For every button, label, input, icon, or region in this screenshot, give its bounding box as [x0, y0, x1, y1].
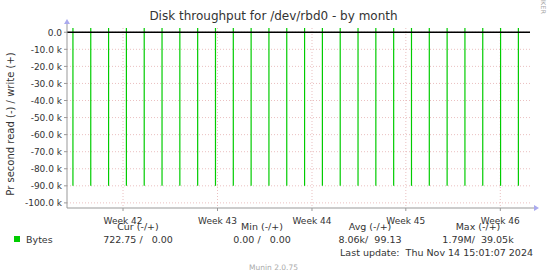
- grid-line: [67, 185, 530, 186]
- legend-label: Bytes: [26, 234, 53, 245]
- y-tick-label: -70.0 k: [31, 147, 63, 157]
- bar: [215, 32, 216, 186]
- grid-line: [67, 83, 530, 84]
- x-axis: [67, 208, 534, 209]
- y-tick-label: -40.0 k: [31, 96, 63, 106]
- x-tick-label: Week 45: [386, 216, 425, 226]
- zero-line: [67, 32, 530, 34]
- bar: [340, 32, 341, 186]
- stats-header: Avg (-/+): [349, 221, 392, 232]
- bar: [161, 32, 162, 186]
- grid-line: [67, 168, 530, 169]
- last-update: Last update: Thu Nov 14 15:01:07 2024: [340, 247, 533, 258]
- stats-header: Cur (-/+): [117, 221, 159, 232]
- side-label: RRDTOOL / TOBI OETIKER: [539, 0, 547, 14]
- bar: [375, 32, 376, 186]
- y-tick-label: -20.0 k: [31, 62, 63, 72]
- y-tick-label: -90.0 k: [31, 181, 63, 191]
- bar: [197, 32, 198, 186]
- y-tick-label: -50.0 k: [31, 113, 63, 123]
- grid-line: [67, 134, 530, 135]
- grid-line: [500, 28, 501, 208]
- bar: [304, 32, 305, 186]
- background: [0, 0, 547, 275]
- y-tick-label: -30.0 k: [31, 79, 63, 89]
- bar: [108, 32, 109, 186]
- y-axis: [67, 24, 68, 208]
- grid-line: [67, 202, 530, 203]
- grid-line: [311, 28, 312, 208]
- bar: [251, 32, 252, 186]
- bar: [179, 32, 180, 186]
- grid-line: [67, 151, 530, 152]
- axis-arrow: [534, 205, 539, 211]
- bar: [268, 32, 269, 186]
- bar: [447, 32, 448, 186]
- grid-line: [67, 32, 530, 33]
- y-tick-label: -60.0 k: [31, 130, 63, 140]
- bar: [482, 32, 483, 186]
- grid-line: [405, 28, 406, 208]
- chart: Disk throughput for /dev/rbd0 - by month…: [0, 0, 547, 275]
- grid-line: [67, 49, 530, 50]
- y-label: Pr second read (-) / write (+): [5, 52, 16, 195]
- grid-line: [67, 117, 530, 118]
- bar: [429, 32, 430, 186]
- legend-swatch: [14, 236, 20, 242]
- grid-line: [217, 28, 218, 208]
- stats-header: Max (-/+): [456, 221, 501, 232]
- x-tick-label: Week 43: [198, 216, 237, 226]
- bar: [72, 32, 73, 186]
- bar: [322, 32, 323, 186]
- title: Disk throughput for /dev/rbd0 - by month: [149, 9, 397, 23]
- bar: [286, 32, 287, 186]
- stats-value: 722.75 / 0.00: [103, 234, 173, 245]
- grid-line: [67, 66, 530, 67]
- grid-line: [123, 28, 124, 208]
- y-tick-label: -100.0 k: [25, 198, 63, 208]
- axis-arrow: [64, 19, 70, 24]
- stats-value: 1.79M/ 39.05k: [442, 234, 514, 245]
- bar: [357, 32, 358, 186]
- y-tick-label: -80.0 k: [31, 164, 63, 174]
- bar: [144, 32, 145, 186]
- stats-value: 0.00 / 0.00: [233, 234, 291, 245]
- bar: [233, 32, 234, 186]
- bar: [393, 32, 394, 186]
- bar: [126, 32, 127, 186]
- y-tick-label: -10.0 k: [31, 45, 63, 55]
- bar: [518, 32, 519, 186]
- bar: [500, 32, 501, 186]
- bar: [411, 32, 412, 186]
- bar: [464, 32, 465, 186]
- footer: Munin 2.0.75: [249, 263, 298, 272]
- stats-value: 8.06k/ 99.13: [338, 234, 401, 245]
- bar: [90, 32, 91, 186]
- y-tick-label: 0.0: [48, 28, 63, 38]
- x-tick-label: Week 44: [293, 216, 332, 226]
- stats-header: Min (-/+): [241, 221, 283, 232]
- grid-line: [67, 100, 530, 101]
